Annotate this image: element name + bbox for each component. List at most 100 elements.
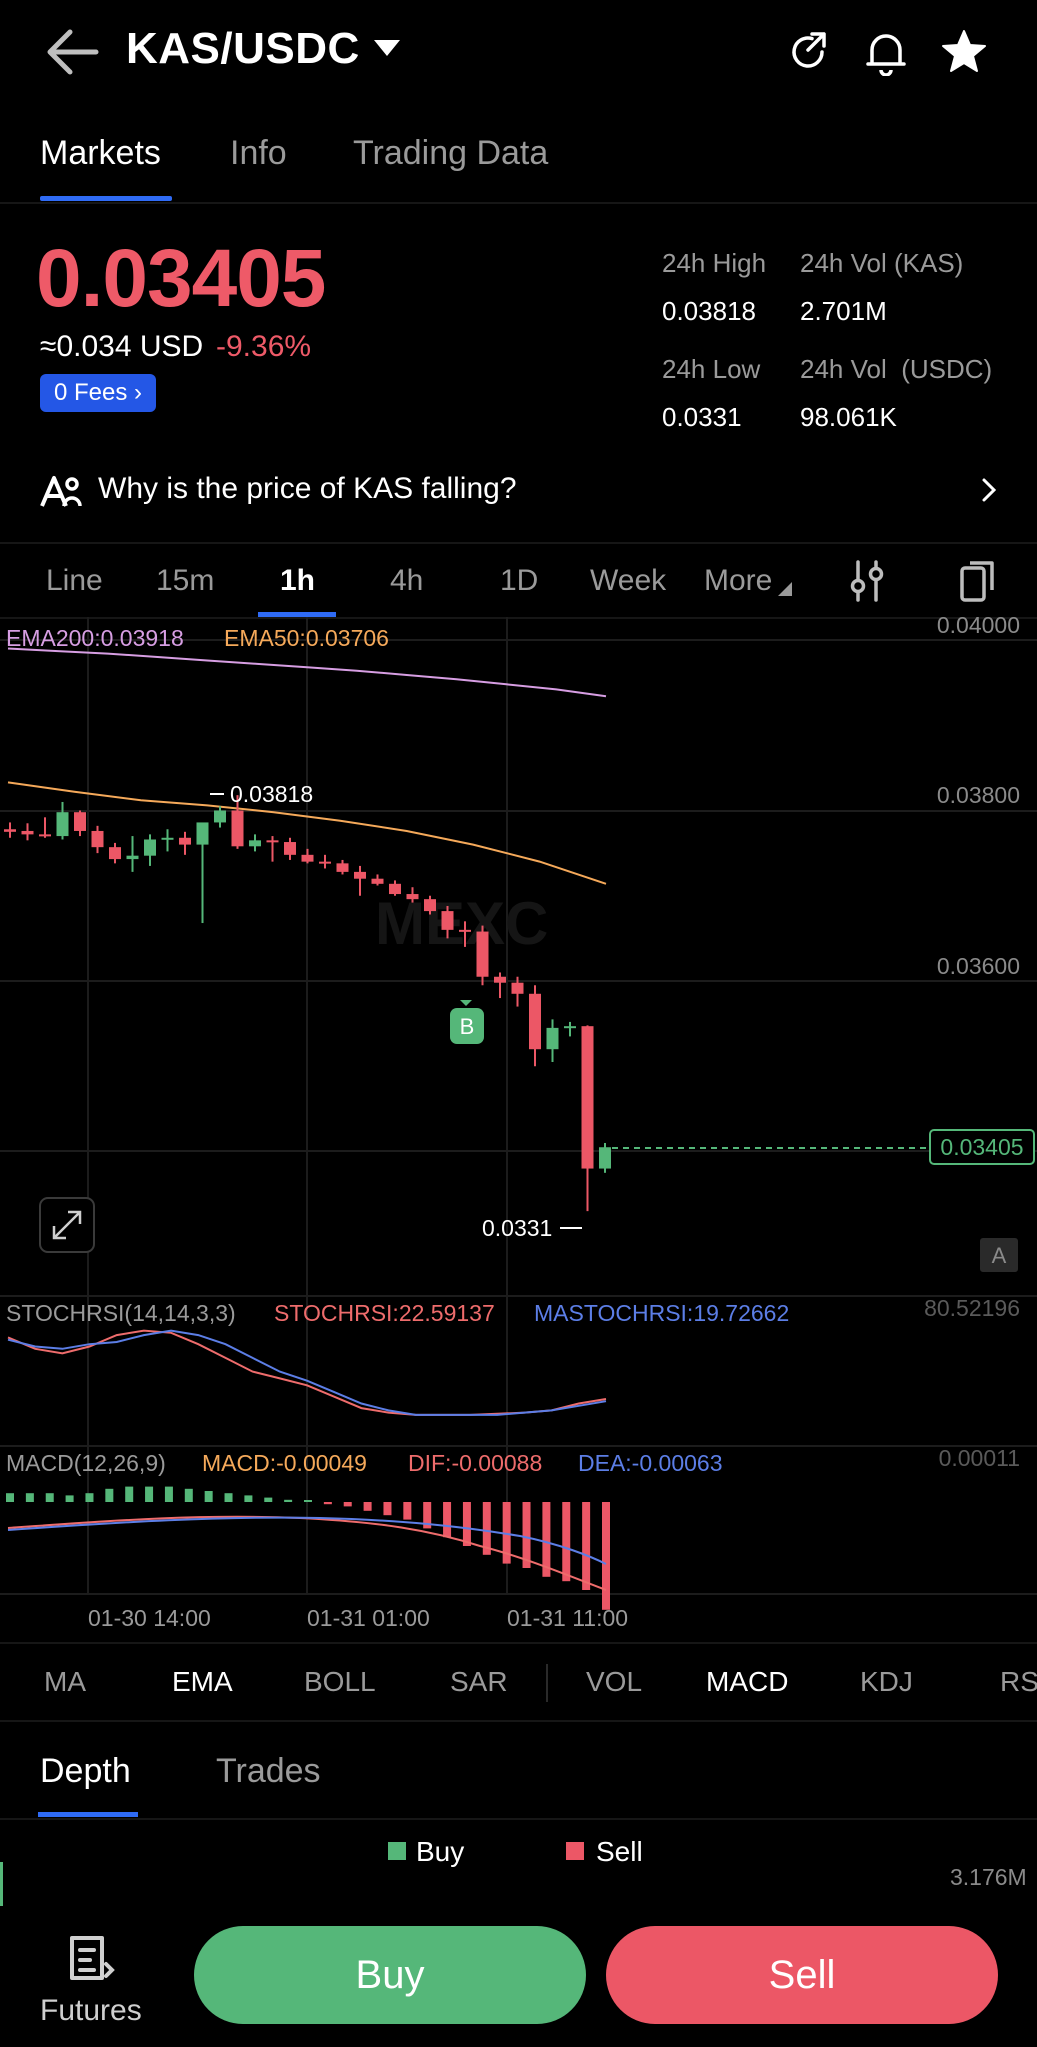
high-marker: 0.03818 — [230, 781, 313, 807]
copy-layout-icon[interactable] — [958, 560, 998, 602]
candle-body — [424, 899, 436, 912]
interval-15m[interactable]: 15m — [156, 564, 215, 597]
candle-body — [144, 839, 156, 856]
buy-legend-swatch — [388, 1842, 406, 1860]
y-tick: 0.03600 — [937, 953, 1020, 979]
candle-body — [91, 830, 104, 848]
expand-icon — [52, 1210, 82, 1240]
back-arrow-icon[interactable] — [40, 24, 104, 80]
fees-badge[interactable]: 0 Fees › — [40, 374, 157, 412]
candle-body — [354, 871, 366, 879]
depth-tab-indicator — [38, 1812, 138, 1817]
macd-bar — [363, 1502, 372, 1511]
divider — [0, 542, 1037, 544]
svg-text:B: B — [460, 1014, 475, 1039]
last-price: 0.03405 — [36, 233, 326, 324]
indicator-sar[interactable]: SAR — [450, 1666, 508, 1697]
pair-title[interactable]: KAS/USDC — [126, 24, 360, 73]
buy-marker[interactable]: B — [450, 1000, 484, 1044]
buy-button[interactable]: Buy — [194, 1926, 586, 2024]
candle-body — [179, 837, 191, 845]
candle-body — [74, 812, 86, 831]
futures-label[interactable]: Futures — [40, 1994, 142, 2027]
pair-dropdown-icon[interactable] — [374, 40, 400, 56]
interval-1h[interactable]: 1h — [280, 564, 316, 597]
sell-button[interactable]: Sell — [606, 1926, 998, 2024]
dif-line — [7, 1515, 607, 1591]
ema50-legend: EMA50:0.03706 — [224, 625, 389, 651]
macd-dif: DIF:-0.00088 — [408, 1450, 542, 1476]
indicator-ema[interactable]: EMA — [172, 1666, 233, 1697]
macd-bar — [264, 1497, 273, 1502]
macd-dea: DEA:-0.00063 — [578, 1450, 722, 1476]
candle-body — [581, 1026, 594, 1169]
futures-icon[interactable] — [66, 1934, 116, 1982]
ema50-line — [7, 781, 607, 885]
divider — [0, 1720, 1037, 1722]
interval-4h[interactable]: 4h — [390, 564, 424, 597]
macd-bar — [244, 1495, 253, 1502]
macd-histogram — [6, 1486, 610, 1610]
indicator-boll[interactable]: BOLL — [304, 1666, 376, 1697]
candle-body — [389, 883, 401, 895]
macd-bar — [482, 1502, 491, 1555]
mastochrsi-line — [7, 1329, 607, 1416]
price-usd: ≈0.034 USD — [40, 330, 204, 363]
vol-kas-label: 24h Vol (KAS) — [800, 248, 964, 278]
interval-active-indicator — [258, 612, 336, 617]
x-tick: 01-31 01:00 — [307, 1605, 430, 1631]
indicator-macd[interactable]: MACD — [706, 1666, 789, 1697]
interval-more[interactable]: More — [704, 564, 773, 597]
indicator-vol[interactable]: VOL — [586, 1666, 643, 1697]
tab-depth[interactable]: Depth — [40, 1752, 131, 1790]
macd-bar — [443, 1502, 452, 1538]
candle-body — [301, 854, 314, 862]
tab-info[interactable]: Info — [230, 134, 287, 172]
price-chart[interactable]: MEXC EMA200:0.03918 EMA50:0.03706 0.0400… — [0, 617, 1037, 1642]
svg-text:A: A — [992, 1243, 1007, 1268]
macd-bar — [542, 1502, 551, 1577]
macd-bar — [522, 1502, 531, 1568]
candle-body — [161, 837, 174, 840]
macd-bar — [224, 1493, 233, 1502]
refresh-share-icon[interactable] — [786, 30, 830, 74]
interval-1d[interactable]: 1D — [500, 564, 539, 597]
indicator-rsi[interactable]: RS — [1000, 1666, 1037, 1697]
ema200-legend: EMA200:0.03918 — [6, 625, 184, 651]
auto-scale-button[interactable]: A — [980, 1238, 1018, 1272]
interval-week[interactable]: Week — [590, 564, 667, 597]
macd-value: MACD:-0.00049 — [202, 1450, 367, 1476]
macd-bar — [343, 1502, 352, 1507]
divider — [0, 1818, 1037, 1820]
sell-legend-swatch — [566, 1842, 584, 1860]
y-tick: 0.04000 — [937, 617, 1020, 638]
macd-bar — [6, 1493, 14, 1502]
stochrsi-max: 80.52196 — [924, 1295, 1020, 1321]
interval-line[interactable]: Line — [46, 564, 103, 597]
bell-icon[interactable] — [864, 28, 908, 76]
tab-trading-data[interactable]: Trading Data — [353, 134, 549, 172]
vol-usdc-value: 98.061K — [800, 402, 897, 432]
macd-bar — [582, 1502, 591, 1590]
indicator-ma[interactable]: MA — [44, 1666, 86, 1697]
macd-bar — [125, 1486, 134, 1502]
indicator-kdj[interactable]: KDJ — [860, 1666, 913, 1697]
x-tick: 01-30 14:00 — [88, 1605, 211, 1631]
chevron-right-icon — [982, 478, 997, 502]
macd-bar — [65, 1495, 74, 1502]
macd-bar — [85, 1493, 94, 1502]
tab-markets[interactable]: Markets — [40, 134, 161, 172]
price-change: -9.36% — [216, 330, 312, 363]
ema200-line — [7, 647, 607, 698]
expand-chart-button[interactable] — [39, 1197, 95, 1253]
candle-body — [459, 929, 471, 932]
tab-trades[interactable]: Trades — [216, 1752, 321, 1790]
macd-bar — [204, 1491, 213, 1502]
candle-body — [406, 894, 419, 900]
sell-legend-label: Sell — [596, 1836, 643, 1867]
low-value: 0.0331 — [662, 402, 742, 432]
settings-sliders-icon[interactable] — [850, 560, 884, 602]
candle-body — [126, 855, 139, 860]
favorite-star-icon[interactable] — [940, 28, 988, 76]
macd-bar — [403, 1502, 412, 1520]
